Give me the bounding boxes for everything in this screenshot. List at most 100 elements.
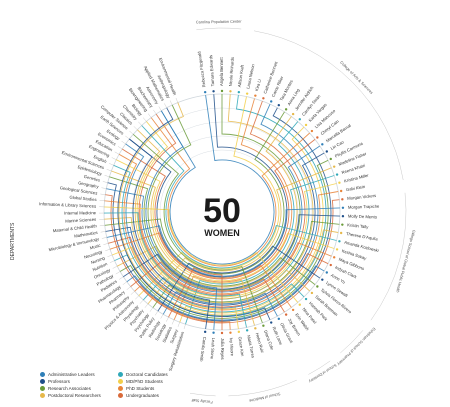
- connection-link: [132, 133, 263, 324]
- connection-link: [111, 170, 255, 326]
- connection-link: [145, 110, 218, 330]
- legend-swatch: [40, 393, 45, 398]
- department-name: Global Studies: [69, 195, 97, 203]
- woman-dot: [237, 330, 241, 334]
- woman-dot: [304, 297, 308, 301]
- woman-dot: [335, 248, 339, 251]
- connection-link: [117, 107, 271, 320]
- legend-item: Undergraduates: [118, 393, 159, 398]
- department-label: Mathematics: [74, 230, 106, 239]
- woman-name: Leah Stone: [210, 338, 217, 360]
- legend-label: Professors: [48, 379, 70, 384]
- department-tick: [122, 281, 127, 285]
- woman-label: Leah Stone: [210, 331, 217, 360]
- woman-name: Angela Bennett: [219, 57, 224, 86]
- woman-name: Nicole Richards: [228, 57, 235, 87]
- woman-dot: [229, 90, 232, 93]
- department-tick: [133, 126, 138, 130]
- department-tick: [135, 295, 139, 300]
- connection-link: [147, 167, 332, 305]
- connection-link: [109, 232, 292, 308]
- legend-swatch: [118, 379, 123, 384]
- department-tick: [112, 265, 118, 269]
- woman-dot: [212, 90, 215, 93]
- department-tick: [129, 130, 134, 135]
- department-tick: [104, 175, 110, 177]
- woman-dot: [332, 256, 336, 259]
- woman-dot: [325, 150, 328, 153]
- legend-item: Postdoctoral Researchers: [40, 393, 101, 398]
- department-tick: [166, 317, 169, 322]
- legend-label: Undergraduates: [126, 393, 159, 398]
- group-name: College of Arts & Sciences: [339, 60, 374, 95]
- woman-name: Julia Reyes: [220, 338, 225, 360]
- woman-dot: [339, 189, 343, 193]
- department-tick: [183, 324, 186, 330]
- woman-dot: [316, 136, 319, 139]
- center-label: WOMEN: [204, 228, 240, 238]
- connection-link: [121, 139, 316, 280]
- connection-link: [157, 245, 321, 312]
- legend-swatch: [40, 372, 45, 377]
- woman-label: Ivy Moore: [229, 331, 235, 357]
- connection-link: [108, 236, 329, 308]
- woman-name: Rebecca Fitzgerald: [196, 51, 206, 88]
- department-name: Marine Sciences: [65, 217, 96, 224]
- woman-dot: [325, 271, 328, 274]
- department-name: Maternal & Child Health: [53, 223, 98, 233]
- group-name: Faculty Staff: [191, 398, 213, 404]
- woman-dot: [254, 94, 257, 97]
- legend-item: PhD Students: [118, 386, 154, 391]
- department-tick: [125, 135, 130, 140]
- department-tick: [105, 249, 111, 251]
- legend-item: Doctoral Candidates: [118, 372, 168, 377]
- group-bracket: Carolina Population Center: [196, 20, 242, 31]
- department-label: Marine Sciences: [65, 217, 105, 224]
- woman-dot: [220, 89, 224, 93]
- woman-dot: [284, 313, 288, 316]
- woman-dot: [321, 143, 324, 146]
- department-tick: [101, 187, 107, 189]
- woman-dot: [291, 308, 295, 312]
- department-name: Nursing: [90, 255, 106, 265]
- department-label: Neurology: [83, 249, 111, 260]
- group-bracket: Eshelman School of Pharmacy: [337, 327, 377, 367]
- woman-dot: [335, 173, 339, 176]
- woman-dot: [237, 90, 241, 94]
- group-bracket: College of Arts & Sciences: [253, 30, 404, 181]
- center-number: 50: [203, 192, 241, 230]
- departments-title: DEPARTMENTS: [10, 222, 16, 260]
- connection-link: [116, 116, 298, 288]
- woman-dot: [341, 223, 344, 226]
- woman-dot: [270, 321, 273, 324]
- woman-name: Kira Li: [254, 79, 262, 92]
- legend-label: Doctoral Candidates: [126, 372, 168, 377]
- woman-name: Laura Nelson: [245, 63, 255, 89]
- department-label: Genetics: [83, 174, 108, 183]
- woman-name: Morgan Trapiche: [348, 204, 380, 210]
- woman-label: Kristin Tally: [341, 222, 369, 230]
- group-bracket: Faculty Staff: [189, 392, 216, 404]
- department-label: Geological Sciences: [60, 185, 106, 196]
- department-label: Internal Medicine: [64, 210, 105, 216]
- department-tick: [155, 310, 159, 316]
- woman-dot: [212, 331, 215, 334]
- woman-dot: [229, 331, 232, 334]
- department-tick: [144, 303, 149, 308]
- woman-dot: [262, 97, 265, 100]
- department-tick: [111, 157, 117, 160]
- woman-label: Gabi Klein: [339, 184, 366, 193]
- woman-name: Grace Kim: [237, 336, 245, 357]
- department-tick: [147, 113, 152, 118]
- woman-dot: [341, 206, 345, 209]
- woman-name: Molly De Mento: [348, 214, 378, 220]
- department-tick: [153, 109, 157, 115]
- department-labels: Environmental HealthAnthropologyApplied …: [39, 57, 186, 372]
- connection-link: [185, 175, 335, 325]
- legend-item: Administrative Leaders: [40, 372, 95, 377]
- connection-link: [106, 145, 321, 293]
- woman-dot: [245, 329, 249, 332]
- group-arc: [340, 330, 364, 354]
- woman-dot: [284, 108, 288, 111]
- connection-link: [113, 164, 305, 313]
